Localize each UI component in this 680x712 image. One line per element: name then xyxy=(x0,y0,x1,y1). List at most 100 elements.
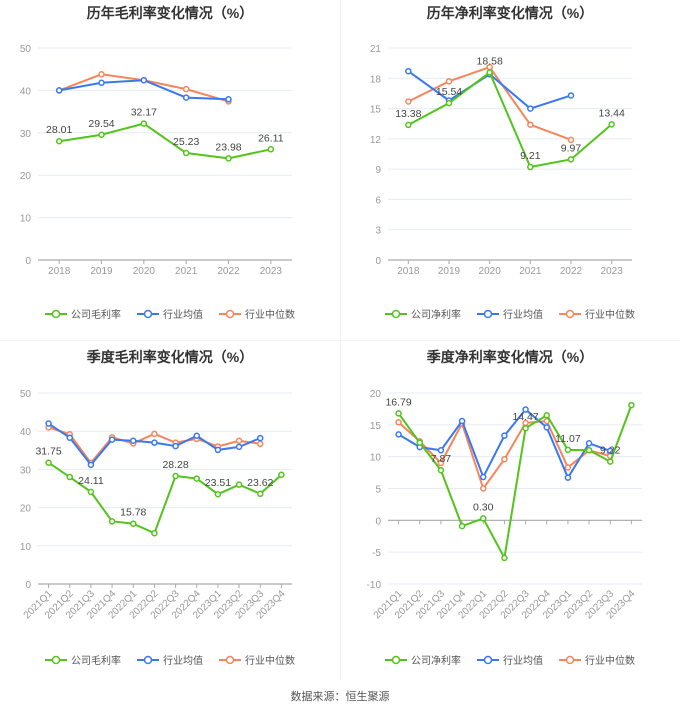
data-point-company xyxy=(214,490,222,498)
data-point-company xyxy=(628,401,635,409)
y-tick-label: 0 xyxy=(375,256,381,267)
data-point-company xyxy=(608,121,615,128)
data-point-median xyxy=(445,78,453,85)
legend-line-icon xyxy=(385,655,407,664)
x-tick-label: 2020 xyxy=(479,266,502,277)
data-point-company xyxy=(585,447,593,454)
series-line-company xyxy=(397,404,633,561)
data-point-avg xyxy=(225,96,232,103)
legend-label: 行业中位数 xyxy=(585,656,635,667)
data-point-avg xyxy=(151,439,158,446)
data-label: 13.38 xyxy=(395,108,421,120)
y-tick-label: 20 xyxy=(370,389,382,400)
data-point-median xyxy=(257,440,264,448)
legend-quarterly-gross: 公司毛利率 行业均值 行业中位数 xyxy=(0,652,340,667)
x-tick-label: 2023 xyxy=(260,266,283,277)
data-point-company xyxy=(45,459,52,466)
y-tick-label: 10 xyxy=(20,542,32,553)
legend-label: 公司毛利率 xyxy=(71,310,121,321)
data-point-avg xyxy=(607,447,614,455)
legend-annual-gross: 公司毛利率 行业均值 行业中位数 xyxy=(0,306,340,321)
x-tick-label: 2021 xyxy=(519,266,542,277)
data-label: 16.79 xyxy=(385,396,411,408)
data-point-company xyxy=(182,149,190,157)
data-point-company xyxy=(445,99,453,107)
data-point-avg xyxy=(567,92,575,99)
data-point-company xyxy=(480,515,487,522)
x-tick-label: 2023 xyxy=(601,266,624,277)
chart-3: -10-5051015202021Q12021Q22021Q32021Q4202… xyxy=(367,389,642,621)
y-tick-label: 15 xyxy=(370,105,382,116)
data-label: 26.11 xyxy=(258,132,284,144)
chart-title-quarterly-gross: 季度毛利率变化情况（%） xyxy=(86,349,254,365)
data-point-avg xyxy=(87,461,95,469)
y-tick-label: 5 xyxy=(375,485,381,496)
legend-label: 行业均值 xyxy=(163,656,203,667)
data-point-avg xyxy=(543,424,550,431)
data-point-company xyxy=(278,471,285,478)
legend-item-median[interactable]: 行业中位数 xyxy=(219,652,295,667)
data-point-company xyxy=(567,156,575,163)
x-tick-label: 2020 xyxy=(133,266,156,277)
y-tick-label: 40 xyxy=(20,86,32,97)
data-label: 23.98 xyxy=(215,141,241,153)
legend-item-median[interactable]: 行业中位数 xyxy=(559,306,635,321)
data-label: 0.30 xyxy=(473,501,494,513)
legend-line-icon xyxy=(477,309,499,318)
y-tick-label: 9 xyxy=(375,165,381,176)
legend-item-median[interactable]: 行业中位数 xyxy=(219,306,295,321)
data-point-company xyxy=(130,520,137,527)
data-point-median xyxy=(235,437,243,444)
legend-label: 行业中位数 xyxy=(245,310,295,321)
data-point-company xyxy=(225,155,232,162)
series-line-company xyxy=(59,122,272,160)
data-label: 14.47 xyxy=(512,411,538,423)
data-label: 29.54 xyxy=(88,118,114,130)
data-point-avg xyxy=(66,434,73,441)
y-tick-label: 40 xyxy=(20,427,32,438)
data-label: 9.22 xyxy=(600,445,621,457)
y-tick-label: 0 xyxy=(25,256,31,267)
data-point-median xyxy=(151,430,158,438)
y-tick-label: 10 xyxy=(370,453,382,464)
x-tick-label: 2018 xyxy=(397,266,420,277)
chart-2: 010203040502021Q12021Q22021Q32021Q42022Q… xyxy=(20,389,292,621)
data-point-company xyxy=(501,554,508,562)
legend-line-icon xyxy=(219,309,241,318)
legend-item-company[interactable]: 公司毛利率 xyxy=(45,306,121,321)
data-point-avg xyxy=(140,76,148,84)
data-point-median xyxy=(501,455,508,463)
data-point-company xyxy=(543,412,550,419)
data-point-avg xyxy=(522,406,529,413)
y-tick-label: 18 xyxy=(370,74,382,85)
data-label: 13.44 xyxy=(599,107,625,119)
data-label: 28.28 xyxy=(162,459,188,471)
y-tick-label: -10 xyxy=(367,580,382,591)
legend-item-company[interactable]: 公司净利率 xyxy=(385,652,461,667)
legend-item-avg[interactable]: 行业均值 xyxy=(137,306,203,321)
data-point-avg xyxy=(257,434,264,442)
legend-item-avg[interactable]: 行业均值 xyxy=(477,652,543,667)
data-point-avg xyxy=(172,442,179,450)
data-point-company xyxy=(66,473,73,481)
data-label: 15.78 xyxy=(120,507,146,519)
legend-item-median[interactable]: 行业中位数 xyxy=(559,652,635,667)
legend-item-avg[interactable]: 行业均值 xyxy=(477,306,543,321)
legend-item-avg[interactable]: 行业均值 xyxy=(137,652,203,667)
legend-item-company[interactable]: 公司净利率 xyxy=(385,306,461,321)
data-point-company xyxy=(527,163,534,171)
data-point-company xyxy=(193,475,200,482)
legend-line-icon xyxy=(559,309,581,318)
y-tick-label: 0 xyxy=(25,580,31,591)
chart-0: 0 10 20 30 40 50 2018 2019 2020 2021 2022 2023 28.01… xyxy=(20,44,292,277)
legend-item-company[interactable]: 公司毛利率 xyxy=(45,652,121,667)
data-point-median xyxy=(527,121,534,128)
data-point-company xyxy=(458,522,466,530)
data-point-company xyxy=(235,481,243,488)
data-point-company xyxy=(172,472,179,480)
data-point-avg xyxy=(585,440,593,447)
data-label: 31.75 xyxy=(35,446,61,458)
data-label: 32.17 xyxy=(131,107,157,119)
